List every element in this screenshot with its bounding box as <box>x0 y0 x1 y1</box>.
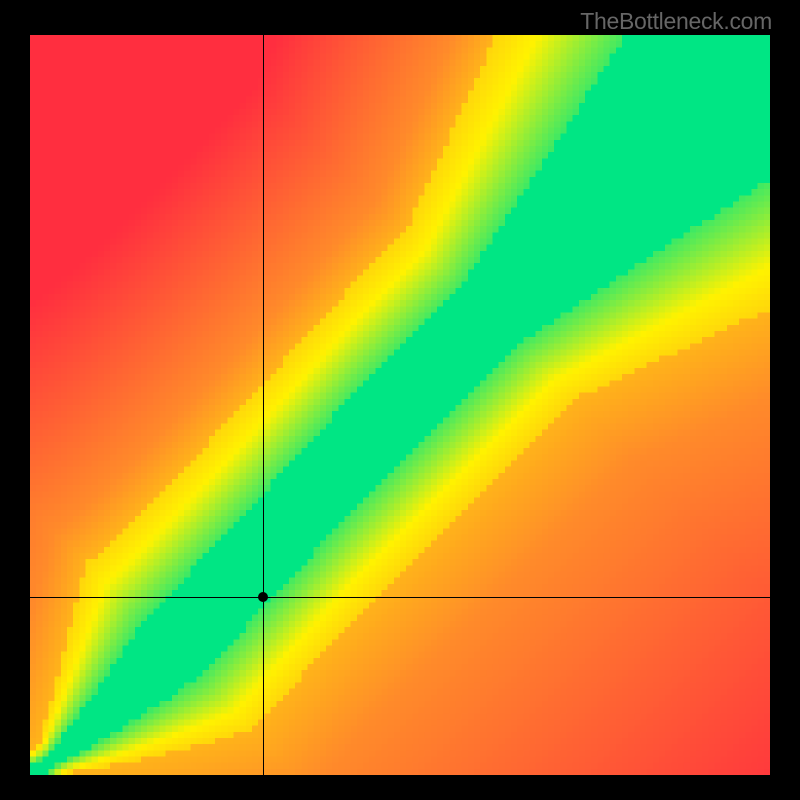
bottleneck-heatmap <box>30 35 770 775</box>
heatmap-canvas <box>30 35 770 775</box>
watermark: TheBottleneck.com <box>580 8 772 35</box>
